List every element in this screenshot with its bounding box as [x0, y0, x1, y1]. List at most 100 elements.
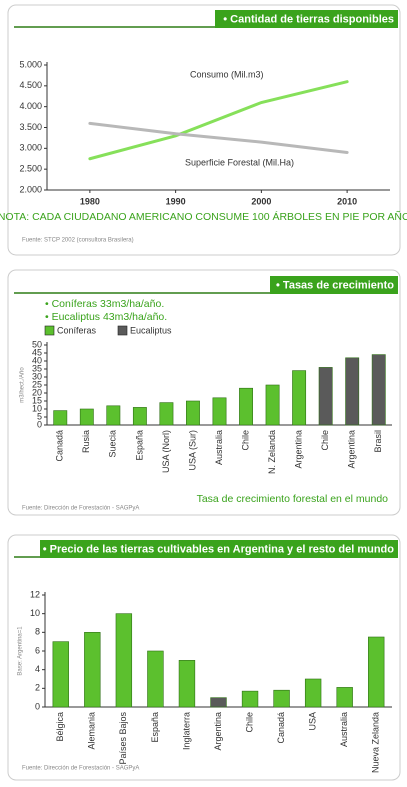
- y-tick-label: 0: [37, 419, 42, 429]
- bar: [210, 697, 227, 708]
- x-tick-label: 1980: [80, 196, 100, 206]
- bar: [186, 400, 200, 426]
- x-tick-label: España: [134, 430, 144, 461]
- bar: [304, 678, 322, 708]
- bar: [336, 687, 353, 708]
- x-tick-label: Argentina: [213, 712, 223, 751]
- bar: [79, 408, 94, 426]
- y-tick-label: 50: [32, 339, 42, 349]
- y-tick-label: 8: [35, 627, 40, 637]
- note: NOTA: CADA CIUDADANO AMERICANO CONSUME 1…: [0, 210, 407, 223]
- y-tick-label: 2.000: [19, 184, 42, 194]
- header-bar: [215, 10, 398, 28]
- header-bar: [270, 276, 398, 294]
- x-tick-label: USA: [308, 712, 318, 731]
- x-tick-label: Argentina: [293, 430, 303, 469]
- bar: [52, 641, 69, 708]
- legend-swatch: [44, 325, 55, 336]
- bar: [53, 410, 68, 426]
- x-tick-label: Bélgica: [55, 712, 65, 742]
- y-axis-label: Base: Argentina=1: [18, 626, 24, 676]
- x-tick-label: Suecia: [108, 430, 118, 458]
- x-tick-label: Brasil: [373, 430, 383, 453]
- note: • Eucaliptus 43m3/ha/año.: [45, 311, 167, 323]
- x-tick-label: 1990: [166, 196, 186, 206]
- y-axis-label: m3/hect./Año: [20, 367, 26, 403]
- bar: [147, 650, 164, 708]
- bar: [115, 613, 133, 708]
- chart-title: • Cantidad de tierras disponibles: [223, 13, 394, 25]
- y-tick-label: 12: [30, 589, 40, 599]
- x-tick-label: Canadá: [55, 430, 65, 462]
- bar: [84, 632, 101, 708]
- x-tick-label: N. Zelanda: [267, 430, 277, 474]
- y-tick-label: 4.500: [19, 80, 42, 90]
- y-tick-label: 10: [30, 608, 40, 618]
- chart-title: • Tasas de crecimiento: [276, 279, 394, 291]
- y-tick-label: 3.000: [19, 143, 42, 153]
- x-tick-label: Rusia: [81, 430, 91, 453]
- legend-swatch: [117, 325, 128, 336]
- panel: [7, 269, 401, 516]
- y-tick-label: 40: [32, 355, 42, 365]
- bar: [345, 357, 360, 426]
- y-tick-label: 3.500: [19, 122, 42, 132]
- series-label: Consumo (Mil.m3): [190, 69, 264, 79]
- bar: [318, 367, 333, 426]
- y-tick-label: 30: [32, 371, 42, 381]
- line: [88, 80, 349, 161]
- bar: [265, 384, 280, 426]
- source: Fuente: Dirección de Forestación - SAGPy…: [22, 766, 139, 772]
- x-tick-label: Australia: [339, 712, 349, 747]
- line: [88, 121, 349, 154]
- y-tick-label: 4: [35, 664, 40, 674]
- y-tick-label: 0: [35, 701, 40, 711]
- y-tick-label: 35: [32, 363, 42, 373]
- x-tick-label: USA (Sur): [187, 430, 197, 471]
- y-tick-label: 20: [32, 387, 42, 397]
- chart-title: • Precio de las tierras cultivables en A…: [43, 543, 395, 555]
- bar: [241, 690, 259, 708]
- bar: [239, 387, 253, 426]
- x-tick-label: Australia: [214, 430, 224, 465]
- x-tick-label: Chile: [240, 430, 250, 451]
- x-tick-label: Países Bajos: [118, 712, 128, 765]
- legend-label: Eucaliptus: [130, 325, 172, 335]
- y-tick-label: 5: [37, 411, 42, 421]
- x-tick-label: Argentina: [347, 430, 357, 469]
- x-tick-label: Chile: [244, 712, 254, 733]
- x-tick-label: USA (Norl): [161, 430, 171, 473]
- y-tick-label: 4.000: [19, 101, 42, 111]
- x-tick-label: 2000: [251, 196, 271, 206]
- panel: [7, 4, 401, 256]
- bar: [159, 402, 174, 426]
- x-tick-label: 2010: [337, 196, 357, 206]
- y-tick-label: 5.000: [19, 59, 42, 69]
- x-tick-label: España: [150, 712, 160, 743]
- bar: [273, 689, 290, 708]
- source: Fuente: Dirección de Forestación - SAGPy…: [22, 506, 139, 512]
- bar: [106, 405, 121, 426]
- y-tick-label: 2.500: [19, 164, 42, 174]
- bar: [212, 397, 227, 426]
- caption: Tasa de crecimiento forestal en el mundo: [197, 493, 389, 505]
- x-tick-label: Chile: [320, 430, 330, 451]
- y-tick-label: 10: [32, 403, 42, 413]
- header-bar: [40, 540, 398, 558]
- bar: [292, 370, 307, 426]
- bar: [132, 407, 147, 426]
- legend-label: Coníferas: [57, 325, 97, 335]
- bar: [371, 354, 386, 426]
- series-label: Superficie Forestal (Mil.Ha): [185, 157, 294, 167]
- source: Fuente: STCP 2002 (consultora Brasilera): [22, 238, 134, 244]
- bar: [178, 660, 196, 708]
- x-tick-label: Alemania: [87, 712, 97, 750]
- y-tick-label: 15: [32, 395, 42, 405]
- note: • Coníferas 33m3/ha/año.: [45, 298, 164, 310]
- x-tick-label: Inglaterra: [181, 712, 191, 750]
- y-tick-label: 45: [32, 347, 42, 357]
- x-tick-label: Canadá: [276, 712, 286, 744]
- y-tick-label: 6: [35, 645, 40, 655]
